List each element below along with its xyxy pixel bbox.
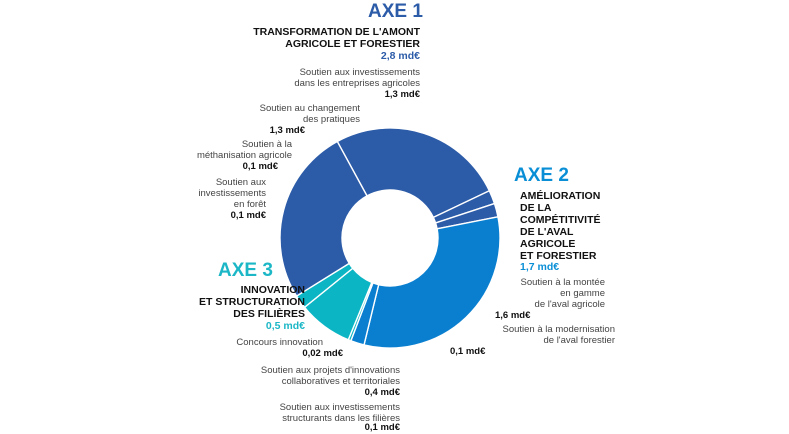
axe3-item-2-label: Soutien aux projets d'innovations collab… [260, 365, 400, 387]
axe2-amount: 1,7 md€ [520, 261, 560, 273]
axe3-item-1-label: Concours innovation [236, 337, 323, 348]
axe2-item-1-label: Soutien à la montée en gamme de l'aval a… [520, 277, 605, 310]
axe3-item-2-amount: 0,4 md€ [364, 387, 400, 398]
axe3-amount: 0,5 md€ [265, 320, 305, 332]
axe3-item-3-label: Soutien aux investissements structurants… [279, 402, 400, 424]
axe1-item-3-label: Soutien à la méthanisation agricole [196, 139, 292, 161]
axe3-title: AXE 3 [218, 260, 273, 281]
axe2-heading: AMÉLIORATION DE LA COMPÉTITIVITÉ DE L'AV… [520, 190, 601, 262]
axe1-item-4-label: Soutien aux investissements en forêt [198, 177, 266, 210]
axe2-item-2-label: Soutien à la modernisation de l'aval for… [502, 324, 616, 346]
axe1-title: AXE 1 [368, 1, 423, 22]
axe3-item-3-amount: 0,1 md€ [364, 422, 400, 433]
axe1-amount: 2,8 md€ [380, 50, 420, 62]
axe1-item-2-amount: 1,3 md€ [269, 125, 305, 136]
axe1-item-2-label: Soutien au changement des pratiques [259, 103, 360, 125]
donut-slice-4 [363, 216, 501, 349]
axe1-item-1-amount: 1,3 md€ [384, 89, 420, 100]
axe1-item-4-amount: 0,1 md€ [230, 210, 266, 221]
axe1-heading: TRANSFORMATION DE L'AMONT AGRICOLE ET FO… [253, 26, 420, 50]
axe1-item-3-amount: 0,1 md€ [242, 161, 278, 172]
axe1-item-1-label: Soutien aux investissements dans les ent… [294, 67, 420, 89]
axe2-item-1-amount: 1,6 md€ [495, 310, 531, 321]
donut-slice-9 [279, 140, 368, 298]
donut-slice-1 [336, 127, 491, 219]
axe2-item-2-amount: 0,1 md€ [450, 346, 486, 357]
axe3-heading: INNOVATION ET STRUCTURATION DES FILIÈRES [199, 284, 305, 320]
axe3-item-1-amount: 0,02 md€ [302, 348, 343, 359]
axe2-title: AXE 2 [514, 165, 569, 186]
